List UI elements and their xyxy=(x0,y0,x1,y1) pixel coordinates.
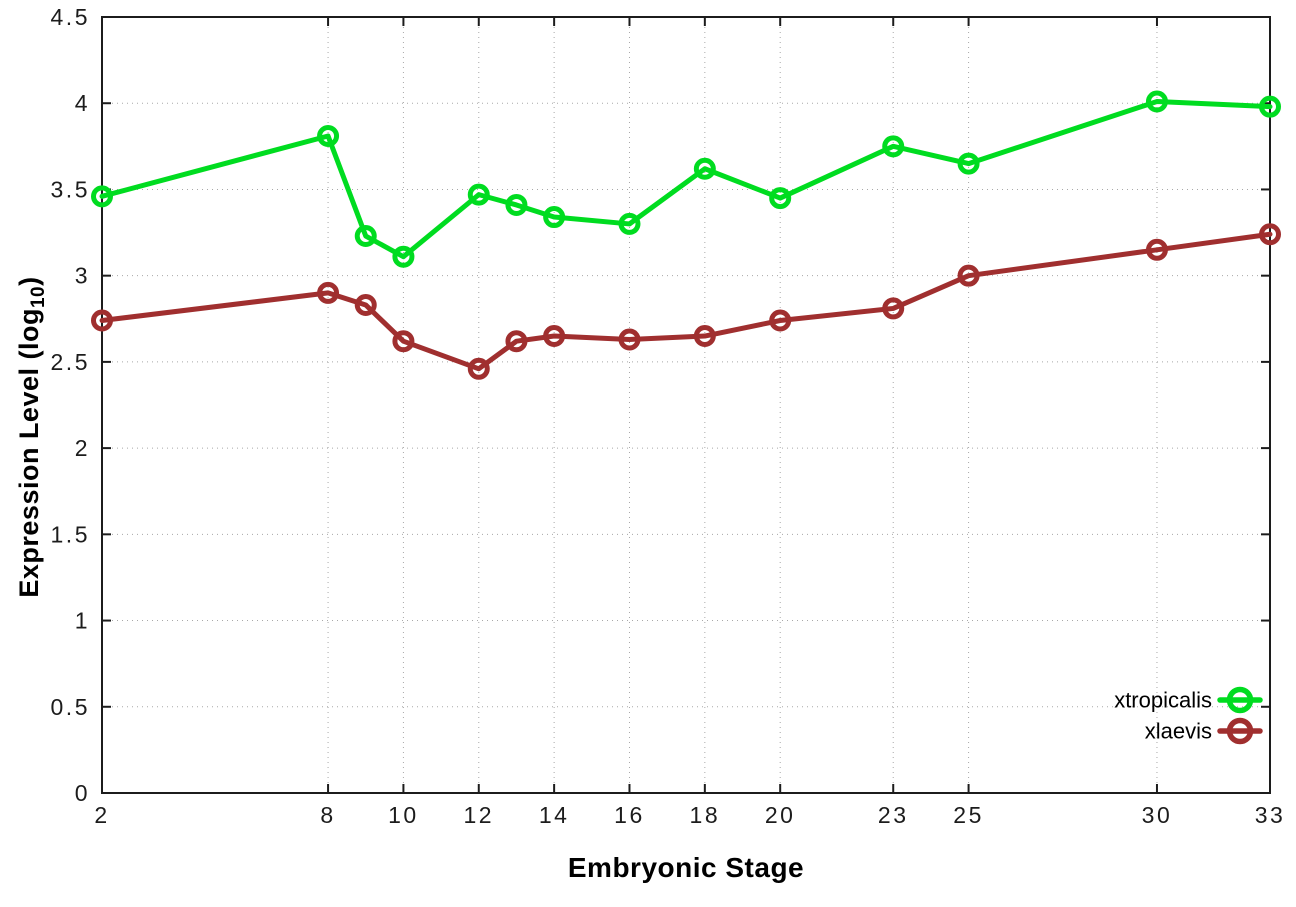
x-tick-label: 33 xyxy=(1255,802,1286,828)
x-tick-label: 23 xyxy=(878,802,909,828)
data-point-xtropicalis xyxy=(543,206,566,229)
data-point-xlaevis xyxy=(317,281,340,304)
data-point-xtropicalis xyxy=(91,185,113,208)
y-tick-label: 3 xyxy=(75,263,90,289)
x-tick-label: 25 xyxy=(953,802,984,828)
y-axis-title-text: Expression Level (log xyxy=(14,308,44,598)
y-tick-label: 4 xyxy=(75,90,90,116)
legend-marker-xlaevis xyxy=(1226,717,1254,745)
legend-label-xlaevis: xlaevis xyxy=(1145,719,1212,744)
data-point-xtropicalis xyxy=(467,183,490,206)
y-tick-label: 3.5 xyxy=(51,176,90,202)
data-point-xlaevis xyxy=(505,330,528,353)
data-point-xtropicalis xyxy=(618,212,641,235)
data-point-xlaevis xyxy=(1259,223,1281,246)
data-point-xtropicalis xyxy=(505,193,528,216)
data-point-xlaevis xyxy=(543,325,566,348)
x-tick-label: 8 xyxy=(320,802,335,828)
legend-label-xtropicalis: xtropicalis xyxy=(1114,688,1212,713)
y-axis-title-close: ) xyxy=(14,276,44,286)
data-point-xlaevis xyxy=(91,309,113,332)
data-point-xtropicalis xyxy=(1145,90,1168,113)
y-tick-label: 0 xyxy=(75,780,90,806)
data-point-xlaevis xyxy=(882,297,905,320)
data-point-xlaevis xyxy=(957,264,980,287)
data-point-xlaevis xyxy=(354,293,377,316)
y-tick-label: 1 xyxy=(75,608,90,634)
data-point-xtropicalis xyxy=(392,245,415,268)
y-tick-label: 1.5 xyxy=(51,521,90,547)
x-tick-label: 18 xyxy=(690,802,721,828)
x-axis-title: Embryonic Stage xyxy=(567,852,805,883)
data-point-xlaevis xyxy=(618,328,641,351)
data-point-xtropicalis xyxy=(693,157,716,180)
data-point-xtropicalis xyxy=(957,152,980,175)
data-point-xlaevis xyxy=(693,325,716,348)
y-tick-label: 2 xyxy=(75,435,90,461)
data-point-xtropicalis xyxy=(354,225,377,248)
y-tick-label: 0.5 xyxy=(51,694,90,720)
x-tick-label: 16 xyxy=(614,802,645,828)
data-point-xlaevis xyxy=(392,330,415,353)
plot-border xyxy=(101,16,1271,794)
y-tick-label: 2.5 xyxy=(51,349,90,375)
x-tick-label: 10 xyxy=(388,802,419,828)
data-point-xlaevis xyxy=(1145,238,1168,261)
data-point-xlaevis xyxy=(769,309,792,332)
data-point-xtropicalis xyxy=(1259,95,1281,118)
data-point-xtropicalis xyxy=(882,135,905,158)
data-point-xlaevis xyxy=(467,357,490,380)
y-tick-label: 4.5 xyxy=(51,4,90,30)
data-point-xtropicalis xyxy=(317,124,340,147)
series-line-xtropicalis xyxy=(99,98,1273,260)
x-tick-label: 14 xyxy=(539,802,570,828)
series-line-xlaevis xyxy=(99,231,1273,372)
x-tick-label: 12 xyxy=(463,802,494,828)
x-tick-label: 20 xyxy=(765,802,796,828)
y-axis-title: Expression Level (log10) xyxy=(14,276,50,597)
x-tick-label: 2 xyxy=(94,802,109,828)
legend-marker-xtropicalis xyxy=(1226,686,1254,714)
y-axis-title-subscript: 10 xyxy=(28,285,49,309)
x-tick-label: 30 xyxy=(1142,802,1173,828)
data-point-xtropicalis xyxy=(769,187,792,210)
